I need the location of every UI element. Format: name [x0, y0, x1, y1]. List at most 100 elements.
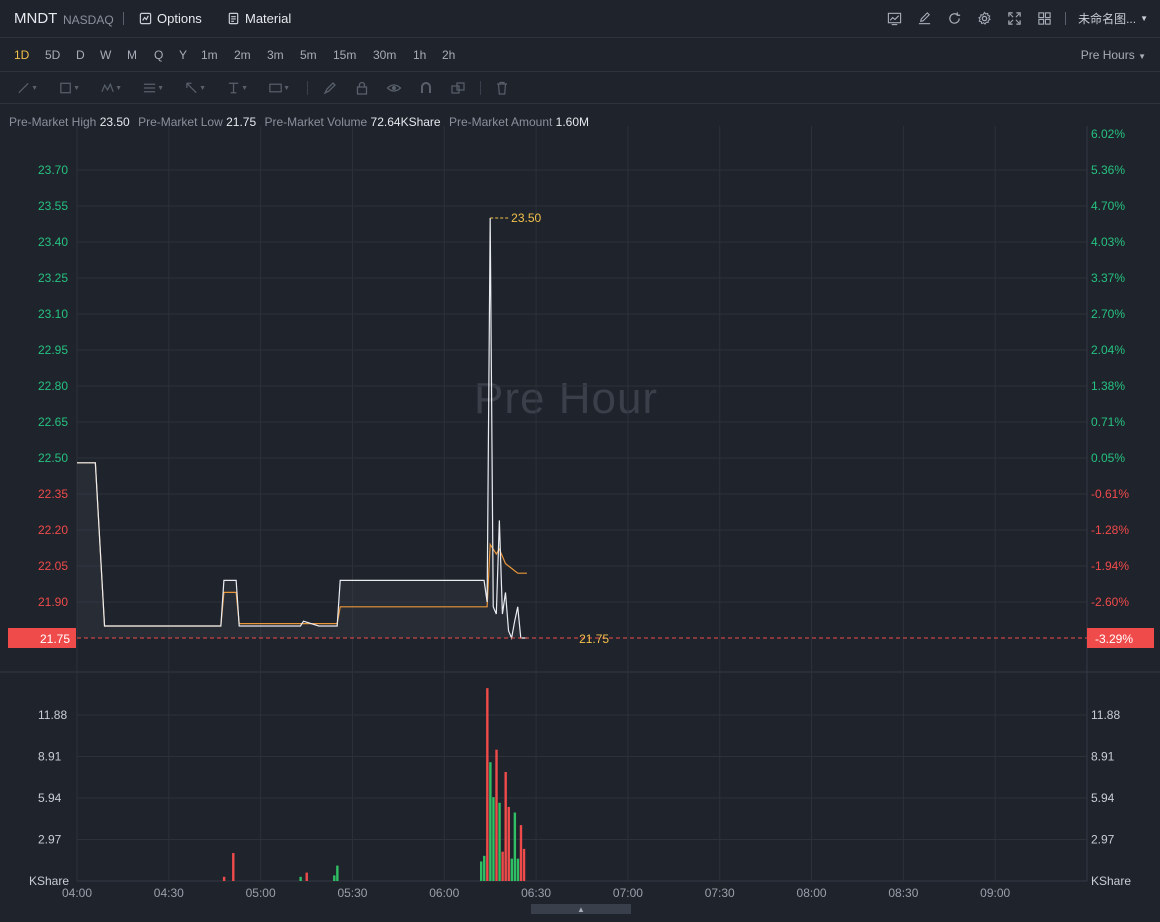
drawing-toolbar: ▼ ▼ ▼ ▼ ▼ ▼ ▼	[0, 72, 1160, 104]
divider	[307, 81, 308, 95]
pct-tick-label: 3.37%	[1091, 271, 1125, 285]
pct-tick-label: 4.03%	[1091, 235, 1125, 249]
y-tick-label: 23.70	[38, 163, 68, 177]
fullscreen-icon[interactable]	[1005, 9, 1023, 27]
pct-tick-label: 0.05%	[1091, 451, 1125, 465]
indicator-icon[interactable]	[885, 9, 903, 27]
y-tick-label: 22.20	[38, 523, 68, 537]
volume-bar	[501, 851, 504, 881]
high-marker-label: 23.50	[511, 211, 541, 225]
price-volume-chart[interactable]: 04:00 04:30 05:00 05:30 06:00 06:30 07:00 07:30…	[0, 104, 1160, 902]
period-tab-30m[interactable]: 30m	[373, 48, 397, 62]
volume-unit-label-right: KShare	[1091, 874, 1131, 888]
x-tick-label: 07:30	[705, 886, 735, 900]
period-tab-15m[interactable]: 15m	[333, 48, 357, 62]
trash-icon[interactable]	[494, 80, 516, 96]
price-area	[77, 218, 527, 638]
volume-tick-label-right: 2.97	[1091, 833, 1115, 847]
period-tab-w[interactable]: W	[100, 48, 112, 62]
volume-bar	[504, 772, 507, 881]
high-value: 23.50	[99, 115, 130, 129]
layout-grid-icon[interactable]	[1035, 9, 1053, 27]
period-tab-y[interactable]: Y	[179, 48, 188, 62]
layout-name[interactable]: 未命名图...	[1078, 11, 1137, 26]
x-tick-label: 05:00	[246, 886, 276, 900]
clone-icon[interactable]	[450, 80, 472, 96]
period-bar: 1D 5D D W M Q Y 1m 2m 3m 5m 15m 30m 1h 2h Pre Hours ▼	[0, 38, 1160, 72]
scroll-handle[interactable]: ▲	[531, 904, 631, 914]
chevron-down-icon[interactable]: ▼	[1140, 13, 1148, 23]
volume-tick-label-right: 11.88	[1091, 708, 1120, 722]
gear-icon[interactable]	[975, 9, 993, 27]
y-tick-label: 22.65	[38, 415, 68, 429]
period-tab-2m[interactable]: 2m	[234, 48, 251, 62]
volume-tick-label: 2.97	[38, 833, 62, 847]
y-tick-label: 22.05	[38, 559, 68, 573]
period-tab-1m[interactable]: 1m	[201, 48, 218, 62]
edit-icon[interactable]	[915, 9, 933, 27]
current-change-tag-label: -3.29%	[1095, 632, 1133, 646]
volume-bar	[498, 802, 501, 881]
volume-bar	[336, 865, 339, 881]
fibonacci-tool-icon[interactable]: ▼	[142, 80, 164, 96]
volume-bar	[232, 853, 235, 881]
lock-icon[interactable]	[354, 80, 376, 96]
period-tab-2h[interactable]: 2h	[442, 48, 456, 62]
x-tick-label: 08:00	[797, 886, 827, 900]
low-value: 21.75	[226, 115, 257, 129]
pct-tick-label: 1.38%	[1091, 379, 1125, 393]
pct-tick-label: 6.02%	[1091, 127, 1125, 141]
session-selector[interactable]: Pre Hours ▼	[1081, 48, 1146, 62]
magnet-icon[interactable]	[418, 80, 440, 96]
volume-tick-label-right: 5.94	[1091, 791, 1115, 805]
period-tab-q[interactable]: Q	[154, 48, 164, 62]
volume-bar	[522, 848, 526, 881]
session-label: Pre Hours	[1080, 48, 1135, 62]
period-tab-3m[interactable]: 3m	[267, 48, 284, 62]
brush-icon[interactable]	[322, 80, 344, 96]
arrow-tool-icon[interactable]: ▼	[184, 80, 206, 96]
annotation-tool-icon[interactable]: ▼	[268, 80, 290, 96]
volume-bar	[495, 749, 498, 881]
volume-tick-label: 11.88	[38, 708, 67, 722]
refresh-icon[interactable]	[945, 9, 963, 27]
x-tick-label: 05:30	[337, 886, 367, 900]
options-button[interactable]: Options	[139, 11, 202, 26]
volume-tick-label: 5.94	[38, 791, 62, 805]
y-tick-label: 23.40	[38, 235, 68, 249]
x-tick-label: 04:00	[62, 886, 92, 900]
y-tick-label: 22.80	[38, 379, 68, 393]
amount-label: Pre-Market Amount	[448, 115, 553, 129]
price-line	[77, 217, 527, 641]
period-tab-5d[interactable]: 5D	[45, 48, 61, 62]
x-tick-label: 06:00	[429, 886, 459, 900]
current-price-tag-label: 21.75	[40, 632, 70, 646]
volume-bar	[299, 876, 302, 881]
volume-bar	[305, 872, 308, 881]
text-tool-icon[interactable]: ▼	[226, 80, 248, 96]
period-tab-d[interactable]: D	[76, 48, 85, 62]
eye-icon[interactable]	[386, 80, 408, 96]
period-tab-1h[interactable]: 1h	[413, 48, 427, 62]
high-label: Pre-Market High	[9, 115, 97, 129]
volume-bar	[489, 762, 492, 881]
volume-tick-label: 8.91	[38, 750, 62, 764]
volume-tick-label-right: 8.91	[1091, 750, 1115, 764]
top-toolbar: MNDT NASDAQ Options Material 未命名图... ▼	[0, 0, 1160, 38]
rectangle-tool-icon[interactable]: ▼	[58, 80, 80, 96]
trendline-tool-icon[interactable]: ▼	[16, 80, 38, 96]
symbol-name: MNDT	[14, 10, 58, 27]
y-tick-label: 23.10	[38, 307, 68, 321]
divider	[1065, 11, 1067, 25]
material-button[interactable]: Material	[227, 11, 291, 26]
low-marker-label: 21.75	[579, 632, 609, 646]
x-tick-label: 08:30	[888, 886, 918, 900]
period-tab-5m[interactable]: 5m	[300, 48, 317, 62]
volume-bar	[516, 858, 520, 881]
options-icon	[139, 12, 152, 25]
period-tab-1d[interactable]: 1D	[14, 48, 30, 62]
pattern-tool-icon[interactable]: ▼	[100, 80, 122, 96]
period-tab-m[interactable]: M	[127, 48, 137, 62]
y-tick-label: 22.95	[38, 343, 68, 357]
volume-unit-label: KShare	[29, 874, 69, 888]
